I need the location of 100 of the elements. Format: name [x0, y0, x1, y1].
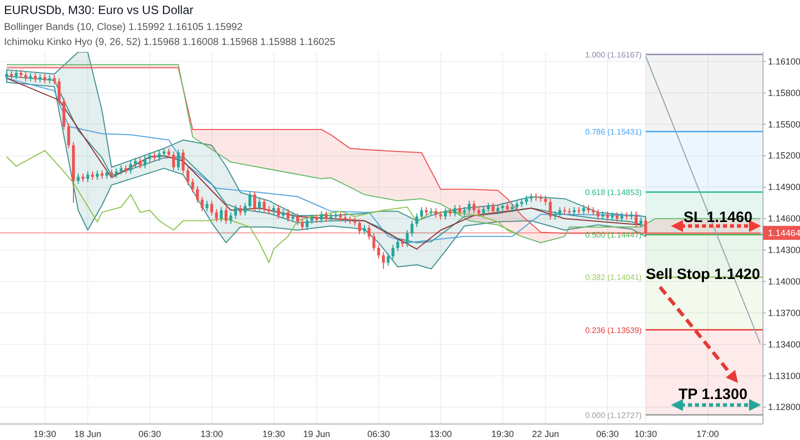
candlestick [492, 202, 495, 215]
candlestick [148, 152, 152, 163]
candlestick [430, 208, 433, 216]
y-tick-label: 1.14300 [768, 245, 800, 256]
candlestick [238, 204, 242, 216]
x-tick-label: 18 Jun [74, 429, 102, 439]
candlestick [296, 212, 299, 226]
candlestick [444, 208, 447, 220]
candlestick [482, 206, 485, 218]
candlestick [176, 148, 180, 171]
text: 1.14464 [768, 228, 800, 238]
y-tick-label: 1.12800 [768, 402, 800, 412]
candlestick [134, 157, 137, 168]
candlestick [182, 148, 185, 174]
ref-line-label: 0.786 (1.15431) [585, 128, 642, 137]
candlestick [458, 204, 462, 216]
candlestick [206, 200, 208, 212]
candlestick [372, 232, 376, 252]
x-tick-label: 06:30 [138, 429, 162, 439]
candlestick [486, 202, 490, 213]
candlestick [114, 168, 118, 178]
candlestick [386, 252, 390, 266]
x-tick-label: 19 Jun [303, 429, 330, 439]
candlestick [606, 210, 609, 222]
candlestick [277, 204, 280, 220]
candlestick [248, 190, 252, 210]
x-tick-label: 19:30 [262, 429, 285, 439]
candlestick [544, 195, 547, 206]
candlestick [224, 206, 228, 224]
x-tick-label: 06:30 [596, 429, 619, 439]
ref-line-label: 0.618 (1.14853) [585, 188, 642, 198]
x-tick-label: 13:00 [429, 429, 452, 439]
candlestick [186, 166, 190, 186]
candlestick [477, 206, 480, 218]
x-tick-label: 19:30 [491, 429, 514, 439]
annotation: Sell Stop 1.1420 [646, 266, 760, 283]
candlestick [67, 122, 70, 149]
candlestick [58, 78, 61, 105]
y-tick-label: 1.16100 [768, 56, 800, 66]
candlestick [596, 208, 600, 220]
candlestick [454, 204, 456, 218]
candlestick [52, 74, 56, 85]
candlestick [286, 208, 290, 222]
candlestick [348, 216, 352, 224]
ref-line-label: 0.382 (1.14041) [585, 273, 642, 282]
text: Ichimoku Kinko Hyo (9, 26, 52) 1.15968 1.16008 1.15968 1.15988 1.16025 [4, 37, 336, 48]
candlestick [244, 202, 247, 216]
candlestick [525, 195, 528, 206]
x-tick-label: 13:00 [200, 429, 223, 439]
candlestick [620, 212, 624, 222]
candlestick [410, 220, 414, 237]
candlestick [506, 202, 509, 213]
y-tick-label: 1.13400 [768, 339, 800, 350]
candlestick [5, 70, 8, 81]
candlestick [158, 150, 161, 162]
text: Bollinger Bands (10, Close) 1.15992 1.16105 1.15992 [4, 22, 243, 33]
candlestick [382, 252, 385, 270]
candlestick [300, 218, 304, 231]
candlestick [420, 206, 423, 220]
candlestick [616, 212, 619, 222]
x-tick-label: 19:30 [34, 429, 56, 439]
candlestick [310, 214, 314, 224]
line-series [6, 150, 522, 264]
candlestick [306, 217, 309, 231]
ref-line-label: 0.000 (1.12727) [585, 410, 642, 420]
candlestick [362, 224, 366, 235]
y-tick-label: 1.14900 [768, 182, 800, 192]
annotation: TP 1.1300 [678, 386, 748, 403]
candlestick [172, 151, 176, 171]
y-tick-label: 1.14600 [768, 214, 800, 224]
candlestick [568, 208, 571, 216]
candlestick [196, 186, 199, 204]
y-tick-label: 1.15200 [768, 150, 800, 161]
x-tick-label: 06:30 [367, 429, 390, 439]
candlestick [534, 192, 538, 202]
candlestick [86, 170, 90, 182]
y-tick-label: 1.13700 [768, 308, 800, 318]
y-tick-label: 1.15800 [768, 88, 800, 98]
candlestick [215, 208, 218, 222]
candlestick [253, 190, 256, 212]
x-tick-label: 10:30 [634, 429, 657, 439]
candlestick [472, 200, 476, 214]
candlestick [320, 210, 323, 224]
candlestick [496, 204, 500, 215]
candlestick [639, 217, 642, 228]
candlestick [634, 210, 638, 228]
candlestick [272, 204, 276, 215]
candlestick [368, 224, 371, 240]
candlestick [358, 219, 361, 235]
candlestick [191, 178, 194, 193]
candlestick [234, 204, 238, 220]
candlestick [377, 244, 380, 259]
candlestick [105, 168, 108, 180]
candlestick [396, 238, 400, 252]
candlestick [129, 160, 132, 174]
ref-line-label: 1.000 (1.16167) [585, 50, 642, 60]
candlestick [43, 74, 46, 84]
ref-line-label: 0.500 (1.14447) [585, 230, 642, 240]
ref-line-label: 0.236 (1.13539) [585, 326, 642, 335]
candlestick [434, 208, 438, 218]
